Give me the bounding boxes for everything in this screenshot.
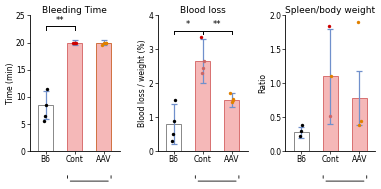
Point: [229, 100, 235, 103]
Bar: [195, 61, 210, 151]
Point: [356, 124, 362, 127]
Point: [198, 36, 204, 39]
Point: [72, 41, 78, 44]
Text: *: *: [186, 20, 190, 29]
Point: [42, 114, 48, 117]
Bar: [38, 105, 53, 151]
Bar: [323, 77, 338, 151]
Bar: [67, 43, 82, 151]
Point: [71, 41, 77, 44]
Title: Bleeding Time: Bleeding Time: [42, 5, 107, 15]
Point: [99, 43, 105, 46]
Text: **: **: [213, 20, 221, 29]
Point: [169, 139, 175, 143]
Point: [231, 99, 237, 102]
Y-axis label: Time (min): Time (min): [6, 63, 14, 104]
Point: [41, 120, 47, 123]
Bar: [224, 100, 239, 151]
Title: Spleen/body weight: Spleen/body weight: [285, 5, 376, 15]
Point: [201, 60, 207, 63]
Point: [355, 21, 361, 24]
Text: Fg$^{Mut}$: Fg$^{Mut}$: [207, 188, 228, 189]
Point: [358, 119, 364, 122]
Point: [102, 41, 109, 44]
Point: [227, 92, 233, 95]
Title: Blood loss: Blood loss: [180, 5, 226, 15]
Bar: [96, 43, 111, 151]
Point: [74, 41, 80, 44]
Point: [296, 135, 303, 138]
Y-axis label: Blood loss / weight (%): Blood loss / weight (%): [138, 40, 147, 127]
Point: [299, 124, 305, 127]
Point: [199, 72, 205, 75]
Point: [70, 41, 76, 44]
Bar: [166, 124, 181, 151]
Point: [171, 119, 177, 122]
Point: [172, 99, 178, 102]
Point: [170, 133, 176, 136]
Point: [102, 41, 109, 44]
Point: [327, 114, 333, 117]
Point: [200, 67, 206, 70]
Text: **: **: [56, 16, 64, 25]
Bar: [352, 98, 367, 151]
Y-axis label: Ratio: Ratio: [259, 73, 268, 93]
Point: [43, 104, 50, 107]
Point: [231, 97, 237, 100]
Point: [45, 87, 51, 90]
Point: [101, 41, 107, 44]
Text: Fg$^{Mut}$: Fg$^{Mut}$: [334, 188, 356, 189]
Text: Fg$^{Mut}$: Fg$^{Mut}$: [78, 188, 100, 189]
Point: [298, 129, 304, 132]
Bar: [294, 132, 309, 151]
Point: [326, 24, 332, 27]
Point: [328, 75, 334, 78]
